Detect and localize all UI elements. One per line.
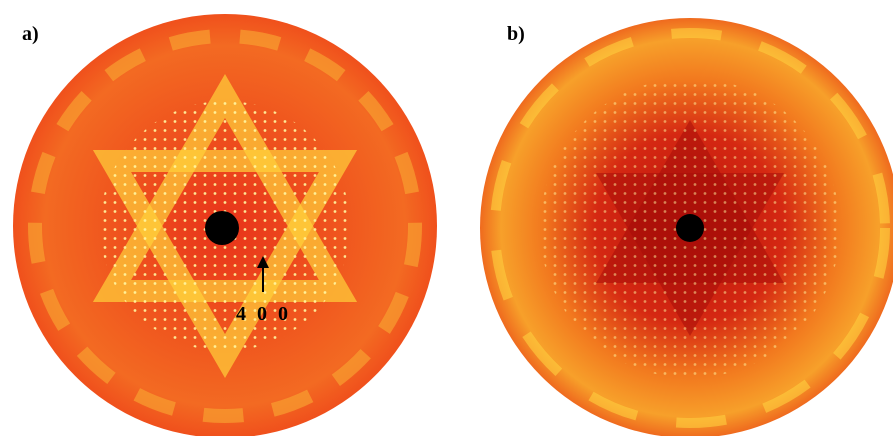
arrow-head — [257, 256, 269, 268]
beam-stop — [676, 214, 704, 242]
reflection-label: 4 0 0 — [236, 303, 291, 325]
panel-a: 4 0 0 a) — [13, 14, 437, 436]
beam-stop — [205, 211, 239, 245]
panel-label: a) — [22, 23, 39, 45]
panel-label: b) — [507, 23, 525, 45]
panel-b: b) — [480, 18, 893, 436]
